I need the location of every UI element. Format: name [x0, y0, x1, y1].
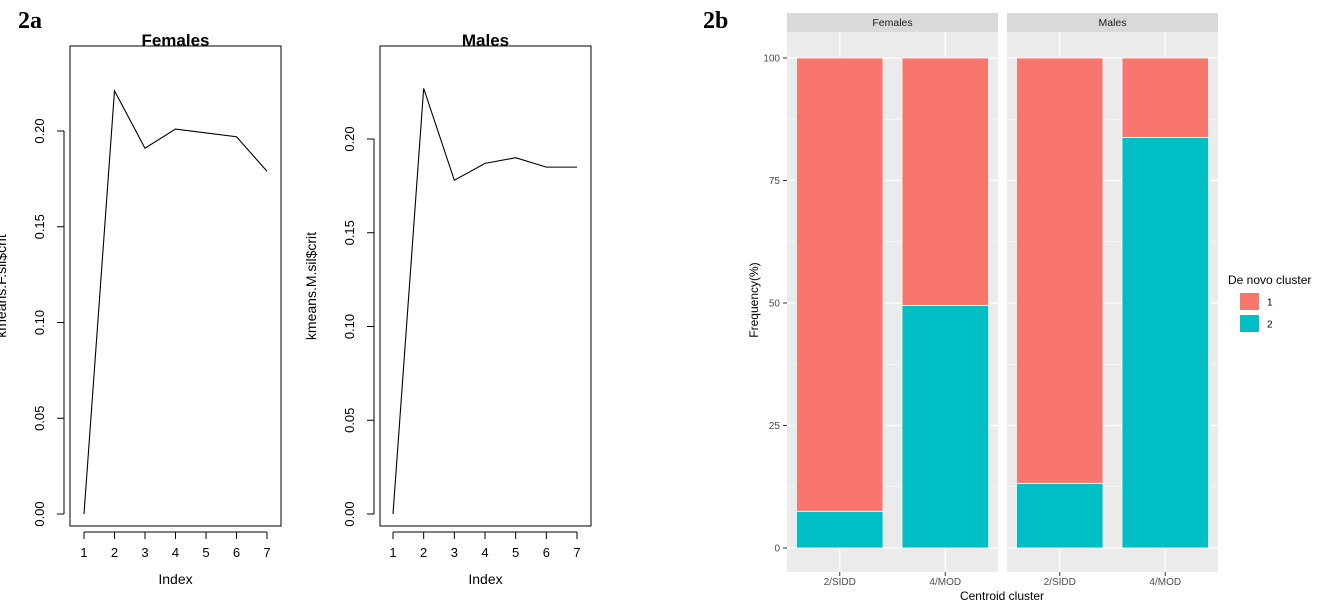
- x-axis-label: Index: [158, 571, 192, 587]
- panel-label-2a: 2a: [18, 8, 42, 34]
- y-tick-label: 0.10: [32, 310, 47, 335]
- y-tick-label: 0.15: [32, 214, 47, 239]
- legend-key-1: [1240, 293, 1259, 310]
- line-plot-males: Males 1 2 3 4 5 6 7 Index 0.00 0.05 0.10 0.15 0.20 kme…: [303, 31, 592, 587]
- facet-strip-label: Males: [1098, 17, 1126, 29]
- facet-strip-label: Females: [872, 17, 912, 29]
- x-tick-label: 2: [420, 545, 427, 560]
- legend-title: De novo cluster: [1228, 273, 1311, 287]
- x-tick-label: 4: [481, 545, 488, 560]
- x-tick-label: 2/SIDD: [1044, 577, 1076, 588]
- x-tick-label: 6: [233, 545, 240, 560]
- bar-segment-cluster-2: [901, 305, 989, 549]
- bar-segment-cluster-1: [1016, 57, 1104, 484]
- bar-segment-cluster-2: [1121, 136, 1209, 549]
- y-tick-label: 75: [769, 176, 781, 187]
- x-tick-label: 3: [141, 545, 148, 560]
- y-tick-label: 25: [769, 421, 781, 432]
- x-tick-label: 3: [451, 545, 458, 560]
- x-tick-label: 4: [172, 545, 179, 560]
- y-tick-label: 0.00: [342, 501, 357, 526]
- panel-label-2b: 2b: [703, 8, 728, 34]
- legend-label-2: 2: [1267, 320, 1273, 331]
- facet-strip: [787, 13, 998, 32]
- legend-label-1: 1: [1267, 298, 1273, 309]
- x-tick-label: 2/SIDD: [824, 577, 856, 588]
- bar-segment-cluster-1: [1121, 57, 1209, 138]
- stacked-bar-plot: Females 2/SIDD 4/MOD Males 2/SIDD 4/MOD 0 25 50 7…: [747, 13, 1311, 603]
- bar-segment-cluster-2: [796, 510, 884, 549]
- facet-strip: [1007, 13, 1218, 32]
- y-axis-label: kmeans.M.sil$crit: [303, 232, 319, 340]
- y-tick-label: 0: [774, 544, 780, 555]
- plot-frame: [69, 45, 282, 527]
- x-tick-label: 5: [202, 545, 209, 560]
- y-tick-label: 0.10: [342, 314, 357, 339]
- x-axis-label: Centroid cluster: [960, 589, 1044, 603]
- bar-segment-cluster-1: [796, 57, 884, 512]
- x-axis-label: Index: [468, 571, 502, 587]
- y-axis-label: kmeans.F.sil$crit: [0, 234, 9, 338]
- y-tick-label: 0.00: [32, 501, 47, 526]
- line-plot-females: Females 1 2 3 4 5 6 7 Index 0.00 0.05 0.10 0.15 0.20 k…: [0, 31, 282, 587]
- y-tick-label: 50: [769, 299, 781, 310]
- x-tick-label: 7: [263, 545, 270, 560]
- y-axis-label: Frequency(%): [747, 262, 761, 337]
- y-tick-label: 0.05: [32, 406, 47, 431]
- series-line: [83, 88, 268, 515]
- x-tick-label: 2: [111, 545, 118, 560]
- x-tick-label: 4/MOD: [1149, 577, 1181, 588]
- x-tick-label: 1: [389, 545, 396, 560]
- series-line: [392, 88, 577, 515]
- plot-title: Females: [141, 31, 209, 50]
- legend-key-2: [1240, 315, 1259, 332]
- x-tick-label: 6: [543, 545, 550, 560]
- plot-frame: [379, 45, 592, 527]
- bar-segment-cluster-1: [901, 57, 989, 306]
- x-tick-label: 1: [80, 545, 87, 560]
- x-tick-label: 7: [573, 545, 580, 560]
- y-tick-label: 0.20: [342, 126, 357, 151]
- plot-title: Males: [462, 31, 509, 50]
- y-tick-label: 0.05: [342, 408, 357, 433]
- y-tick-label: 0.20: [32, 118, 47, 143]
- bar-segment-cluster-2: [1016, 482, 1104, 549]
- y-tick-label: 0.15: [342, 220, 357, 245]
- y-tick-label: 100: [763, 54, 780, 65]
- x-tick-label: 5: [512, 545, 519, 560]
- x-tick-label: 4/MOD: [929, 577, 961, 588]
